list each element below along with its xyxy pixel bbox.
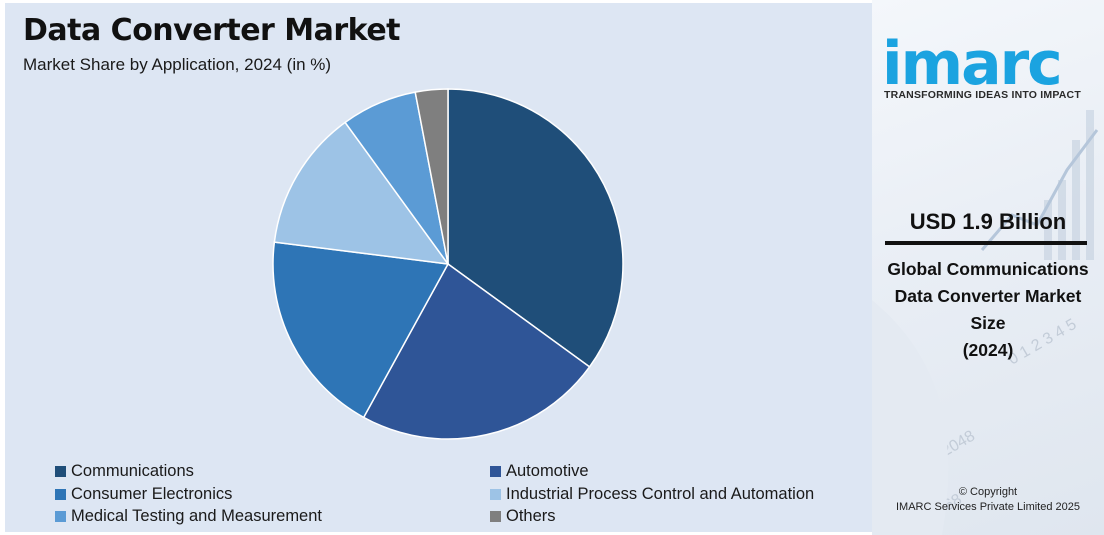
chart-title: Data Converter Market: [23, 13, 401, 48]
legend-item-medical-testing: Medical Testing and Measurement: [55, 507, 322, 526]
imarc-logo: imarc: [882, 29, 1063, 88]
divider: [885, 241, 1087, 245]
market-size-value: USD 1.9 Billion: [909, 209, 1067, 234]
desc-line: Data Converter Market: [894, 286, 1082, 306]
legend-swatch: [55, 489, 66, 500]
pie-slice-automotive: [362, 262, 591, 440]
legend-swatch: [490, 489, 501, 500]
svg-text:imarc: imarc: [882, 29, 1061, 88]
chart-panel: Data Converter Market Market Share by Ap…: [5, 3, 872, 532]
desc-line: (2024): [962, 340, 1014, 360]
legend-item-industrial-process-control: Industrial Process Control and Automatio…: [490, 485, 814, 504]
legend-item-consumer-electronics: Consumer Electronics: [55, 485, 232, 504]
sidebar: 0 1 2 3 4 5 4982048 2768 imarc TRANSFORM…: [872, 0, 1104, 535]
legend-item-automotive: Automotive: [490, 462, 589, 481]
copyright-line: IMARC Services Private Limited 2025: [895, 501, 1080, 513]
chart-legend: Communications Automotive Consumer Elect…: [55, 462, 855, 532]
legend-swatch: [55, 466, 66, 477]
desc-line: Size: [970, 313, 1006, 333]
legend-swatch: [55, 511, 66, 522]
legend-item-others: Others: [490, 507, 556, 526]
copyright: © Copyright IMARC Services Private Limit…: [872, 485, 1104, 515]
desc-line: Global Communications: [887, 259, 1089, 279]
legend-item-communications: Communications: [55, 462, 194, 481]
market-size-description: Global Communications Data Converter Mar…: [872, 256, 1104, 364]
legend-swatch: [490, 466, 501, 477]
legend-label: Others: [506, 507, 556, 525]
pie-slice-consumer-electronics: [272, 241, 450, 419]
legend-label: Communications: [71, 462, 194, 480]
pie-chart: [272, 88, 624, 440]
copyright-line: © Copyright: [958, 486, 1018, 498]
legend-swatch: [490, 511, 501, 522]
pie-slice-others: [414, 88, 449, 265]
pie-slice-communications: [447, 88, 624, 368]
pie-slice-industrial-process-control-and-automation: [273, 121, 450, 265]
legend-label: Medical Testing and Measurement: [71, 507, 322, 525]
legend-label: Industrial Process Control and Automatio…: [506, 485, 815, 503]
legend-label: Consumer Electronics: [71, 485, 233, 503]
chart-subtitle: Market Share by Application, 2024 (in %): [23, 55, 332, 74]
legend-label: Automotive: [506, 462, 589, 480]
background-chart-decoration: 0 1 2 3 4 5 4982048 2768: [872, 110, 1099, 535]
tagline: TRANSFORMING IDEAS INTO IMPACT: [884, 89, 1081, 101]
